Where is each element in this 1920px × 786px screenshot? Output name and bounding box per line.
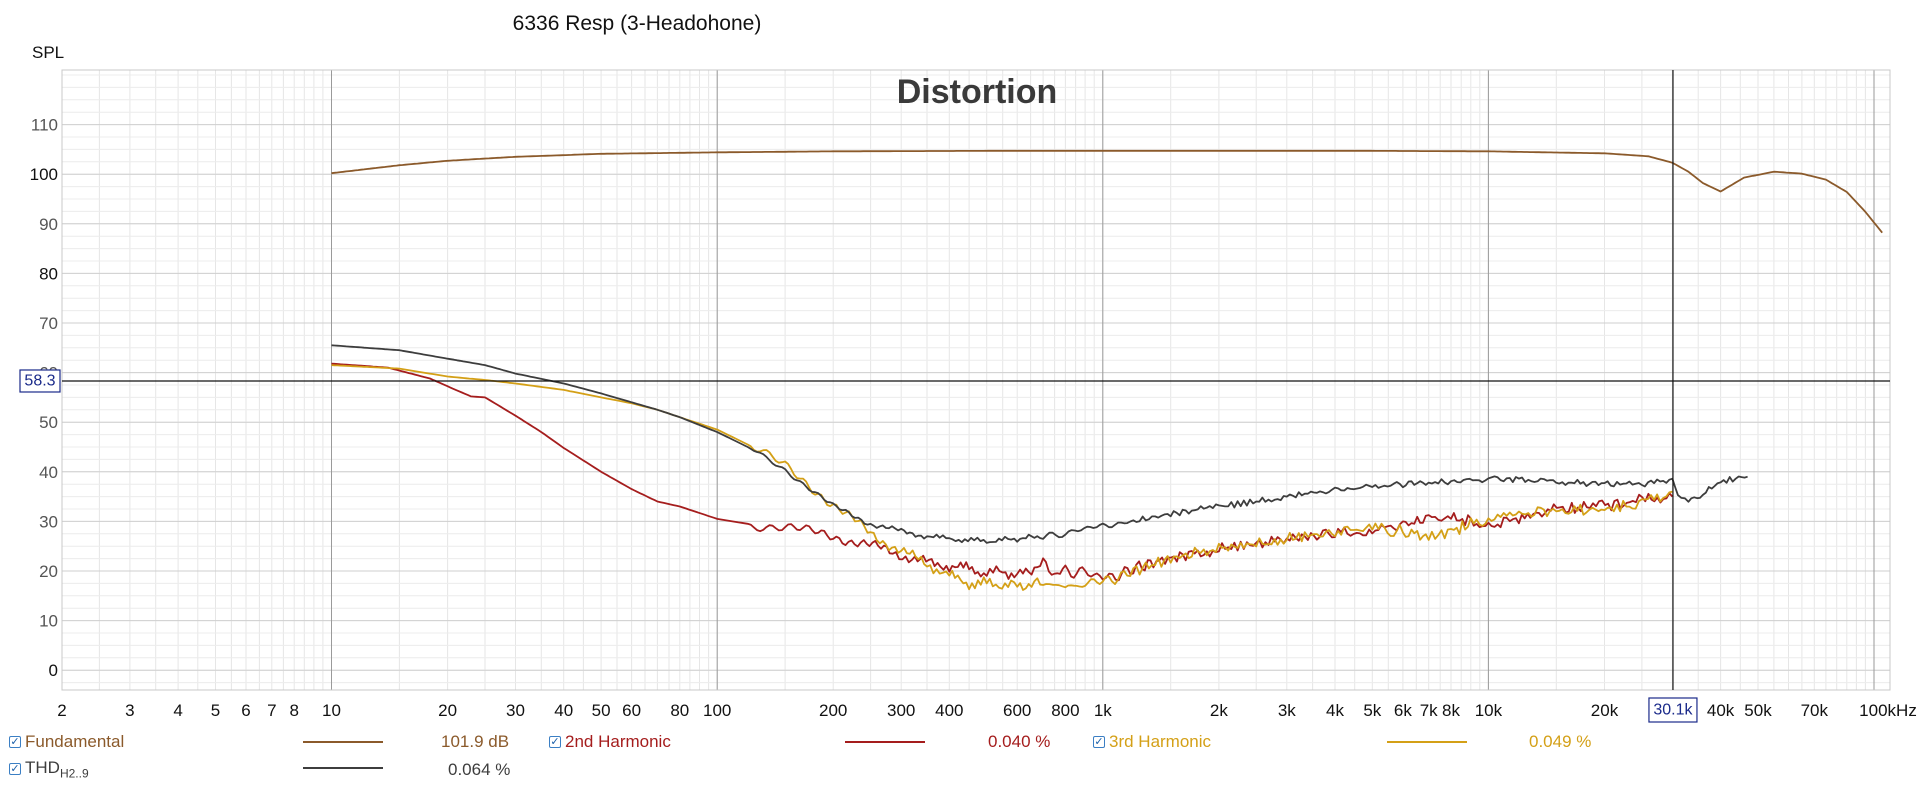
x-tick-label: 5k: [1363, 701, 1381, 720]
checkbox-checked-icon[interactable]: ✓: [9, 735, 21, 748]
legend-value-fundamental: 101.9 dB: [441, 732, 510, 751]
y-tick-label: 10: [39, 612, 58, 631]
x-tick-label: 1k: [1094, 701, 1112, 720]
x-tick-label: 4: [173, 701, 182, 720]
legend-item-fundamental[interactable]: ✓ Fundamental: [9, 732, 124, 752]
legend-swatch-fundamental: [303, 741, 383, 743]
checkbox-checked-icon[interactable]: ✓: [1093, 735, 1105, 748]
thd-name: THD: [25, 758, 60, 777]
x-tick-label: 10k: [1475, 701, 1503, 720]
x-tick-label: 8k: [1442, 701, 1460, 720]
series-line-fundamental: [331, 149, 1883, 234]
x-tick-label: 4k: [1326, 701, 1344, 720]
x-tick-label: 30: [506, 701, 525, 720]
y-tick-label: 100: [30, 165, 58, 184]
x-tick-label: 800: [1051, 701, 1079, 720]
x-tick-label: 60: [622, 701, 641, 720]
checkbox-checked-icon[interactable]: ✓: [549, 735, 561, 748]
cursor-y-readout: 58.3: [19, 369, 61, 393]
legend-label-thd: THDH2..9: [25, 758, 89, 780]
checkbox-checked-icon[interactable]: ✓: [9, 762, 21, 776]
series-line-3rd-harmonic: [331, 364, 1673, 591]
legend-item-3rd-harmonic[interactable]: ✓ 3rd Harmonic: [1093, 732, 1211, 752]
x-tick-label: 8: [289, 701, 298, 720]
y-tick-label: 20: [39, 562, 58, 581]
plot-frame: [61, 69, 1891, 691]
cursor-y-label: 58.3: [24, 372, 55, 389]
cursor-x-label: 30.1k: [1653, 702, 1693, 719]
y-tick-label: 70: [39, 314, 58, 333]
distortion-chart: 0 10 20 30 40 50 60 70 80 90 100 110 2 3 4 5 678 10 20 30 4…: [19, 12, 1917, 723]
x-tick-label: 2: [57, 701, 66, 720]
legend-swatch-2nd-harmonic: [845, 741, 925, 743]
x-tick-label: 600: [1003, 701, 1031, 720]
legend-value-3rd-harmonic: 0.049 %: [1529, 732, 1592, 751]
legend-item-thd[interactable]: ✓ THDH2..9: [9, 758, 89, 780]
y-tick-label: 80: [39, 264, 58, 283]
x-tick-label: 50: [592, 701, 611, 720]
x-tick-label: 3k: [1278, 701, 1296, 720]
legend-label-fundamental: Fundamental: [25, 732, 125, 751]
chart-subtitle: Distortion: [897, 73, 1058, 111]
x-tick-label: 7k: [1420, 701, 1438, 720]
x-tick-label: 5: [211, 701, 220, 720]
x-tick-label: 10: [322, 701, 341, 720]
x-tick-label: 100kHz: [1859, 701, 1917, 720]
x-tick-label: 40k: [1707, 701, 1735, 720]
y-tick-label: 50: [39, 413, 58, 432]
series-lines: [331, 149, 1883, 591]
series-line-2nd-harmonic: [331, 362, 1674, 582]
major-gridlines: [62, 70, 1890, 690]
thd-subscript: H2..9: [59, 766, 89, 781]
x-tick-label: 3: [125, 701, 134, 720]
x-tick-label: 2k: [1210, 701, 1228, 720]
legend-swatch-3rd-harmonic: [1387, 741, 1467, 743]
y-axis-ticks: 0102030405060708090100110: [30, 116, 58, 681]
minor-gridlines: [61, 70, 1890, 690]
legend-value-thd: 0.064 %: [448, 760, 511, 779]
x-tick-label: 20k: [1591, 701, 1619, 720]
x-tick-label: 70k: [1801, 701, 1829, 720]
x-tick-label: 100: [703, 701, 731, 720]
legend-label-3rd-harmonic: 3rd Harmonic: [1109, 732, 1212, 751]
x-tick-label: 300: [887, 701, 915, 720]
x-tick-label: 6: [241, 701, 250, 720]
chart-title: 6336 Resp (3-Headohone): [513, 12, 762, 35]
x-axis-ticks: 2 3 4 5 6 7 8 10 20 30 40 50 60 80 100 200 300 400 600 800 1…: [57, 701, 1917, 720]
legend-value-2nd-harmonic: 0.040 %: [988, 732, 1051, 751]
legend-swatch-thd: [303, 767, 383, 769]
series-line-thd: [331, 344, 1748, 544]
legend-item-2nd-harmonic[interactable]: ✓ 2nd Harmonic: [549, 732, 671, 752]
y-tick-label: 90: [39, 215, 58, 234]
legend: ✓ Fundamental 101.9 dB ✓ 2nd Harmonic 0.…: [0, 728, 1920, 786]
legend-label-2nd-harmonic: 2nd Harmonic: [565, 732, 671, 751]
y-tick-label: 110: [31, 116, 58, 135]
y-tick-label: 0: [49, 661, 58, 680]
x-tick-label: 6k: [1394, 701, 1412, 720]
x-tick-label: 40: [554, 701, 573, 720]
y-tick-label: 40: [39, 463, 58, 482]
y-axis-label: SPL: [32, 43, 64, 62]
x-tick-label: 400: [935, 701, 963, 720]
cursor-x-readout: 30.1k: [1648, 697, 1698, 723]
y-tick-label: 30: [39, 512, 58, 531]
x-tick-label: 50k: [1744, 701, 1772, 720]
x-tick-label: 20: [438, 701, 457, 720]
x-tick-label: 200: [819, 701, 847, 720]
x-tick-label: 7: [267, 701, 276, 720]
x-tick-label: 80: [670, 701, 689, 720]
